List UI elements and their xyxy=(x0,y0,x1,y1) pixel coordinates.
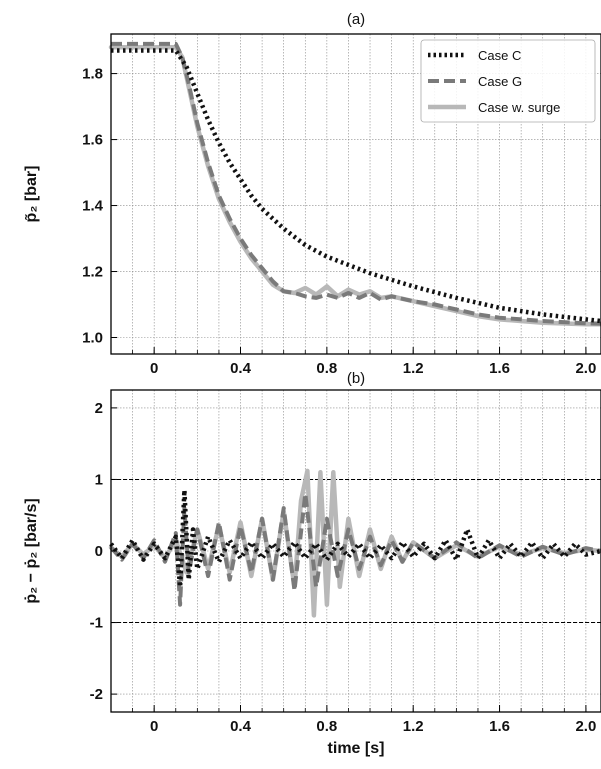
panel-a-title: (a) xyxy=(347,11,365,28)
panel-b-x-axis-label: time [s] xyxy=(328,740,385,757)
panel-b-series xyxy=(108,468,601,618)
panel-b-x-tick-labels: 0 0.4 0.8 1.2 1.6 2.0 xyxy=(150,718,596,735)
a-x-tick-label: 0.8 xyxy=(316,360,337,377)
panel-a-y-tick-labels: 1.0 1.2 1.4 1.6 1.8 xyxy=(82,66,104,347)
b-series-case-c xyxy=(109,487,601,590)
a-y-tick-label: 1.2 xyxy=(82,264,103,281)
b-y-tick-label: -1 xyxy=(90,615,103,632)
panel-b-ticks xyxy=(110,407,587,712)
a-y-tick-label: 1.4 xyxy=(82,198,104,215)
panel-b-y-tick-labels: -2 -1 0 1 2 xyxy=(90,400,103,703)
panel-a-y-axis-label: p̃₂ [bar] xyxy=(23,166,40,223)
b-x-tick-label: 0.4 xyxy=(230,718,252,735)
a-y-tick-label: 1.0 xyxy=(82,330,103,347)
panel-a-x-tick-labels: 0 0.4 0.8 1.2 1.6 2.0 xyxy=(150,360,596,377)
a-series-case-c xyxy=(111,48,601,324)
a-x-tick-label: 1.2 xyxy=(403,360,424,377)
b-x-tick-label: 0 xyxy=(150,718,158,735)
b-y-tick-label: 2 xyxy=(95,400,103,417)
a-x-tick-label: 1.6 xyxy=(489,360,510,377)
panel-a-grid xyxy=(110,34,601,354)
a-series-case-g xyxy=(111,41,601,326)
b-y-tick-label: 1 xyxy=(95,471,103,488)
b-x-tick-label: 1.6 xyxy=(489,718,510,735)
panel-b: (b) 0 0.4 0.8 1.2 1.6 2.0 -2 -1 0 1 2 ṗ₂ − ṗ₂ [ba… xyxy=(23,370,601,757)
a-y-tick-label: 1.6 xyxy=(82,132,103,149)
a-x-tick-label: 2.0 xyxy=(575,360,596,377)
legend-label-case-surge: Case w. surge xyxy=(478,100,560,115)
panel-b-y-axis-label: ṗ₂ − ṗ₂ [bar/s] xyxy=(23,498,40,603)
a-x-tick-label: 0 xyxy=(150,360,158,377)
panel-b-grid xyxy=(110,390,601,712)
panel-a-frame xyxy=(110,33,601,355)
b-x-tick-label: 2.0 xyxy=(575,718,596,735)
panel-a: (a) 0 0.4 0.8 1.2 1.6 2.0 1.0 1.2 1.4 1.6 1.8 p̃₂… xyxy=(23,11,601,377)
legend-frame xyxy=(420,39,596,123)
b-x-tick-label: 0.8 xyxy=(316,718,337,735)
b-series-case-g xyxy=(109,491,601,607)
b-y-tick-label: -2 xyxy=(90,686,103,703)
legend-label-case-c: Case C xyxy=(478,48,521,63)
b-x-tick-label: 1.2 xyxy=(403,718,424,735)
panel-b-title: (b) xyxy=(347,370,365,387)
panel-a-series xyxy=(108,41,601,327)
legend: Case C Case G Case w. surge xyxy=(420,39,596,123)
legend-label-case-g: Case G xyxy=(478,74,522,89)
a-y-tick-label: 1.8 xyxy=(82,66,103,83)
a-x-tick-label: 0.4 xyxy=(230,360,252,377)
panel-a-ticks xyxy=(110,73,587,354)
b-y-tick-label: 0 xyxy=(95,543,103,560)
panel-b-reference-lines xyxy=(111,478,601,624)
